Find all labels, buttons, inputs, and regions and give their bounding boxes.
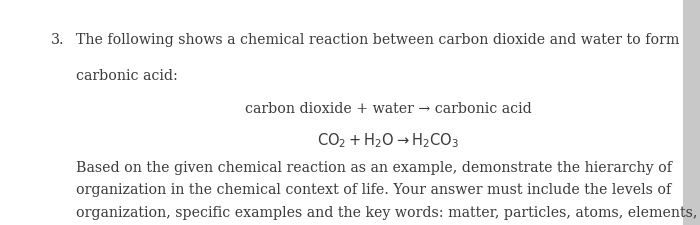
Text: Based on the given chemical reaction as an example, demonstrate the hierarchy of: Based on the given chemical reaction as …	[76, 161, 671, 175]
Text: carbonic acid:: carbonic acid:	[76, 69, 178, 83]
Bar	[682, 0, 700, 225]
Text: $\mathrm{CO_2 + H_2O \rightarrow H_2CO_3}$: $\mathrm{CO_2 + H_2O \rightarrow H_2CO_3…	[318, 132, 459, 150]
Text: carbon dioxide + water → carbonic acid: carbon dioxide + water → carbonic acid	[245, 102, 532, 116]
Text: 3.: 3.	[50, 33, 64, 47]
Text: organization in the chemical context of life. Your answer must include the level: organization in the chemical context of …	[76, 183, 671, 197]
Text: The following shows a chemical reaction between carbon dioxide and water to form: The following shows a chemical reaction …	[76, 33, 679, 47]
Text: organization, specific examples and the key words: matter, particles, atoms, ele: organization, specific examples and the …	[76, 206, 697, 220]
